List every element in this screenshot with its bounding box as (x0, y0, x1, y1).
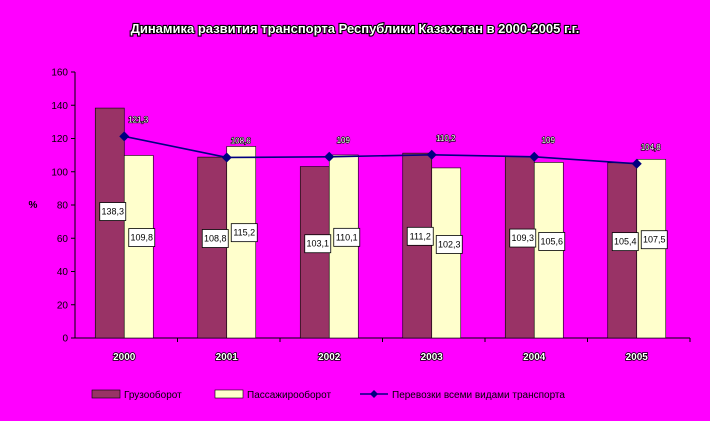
data-label: 103,1 (306, 239, 329, 249)
y-axis-label: % (29, 200, 38, 211)
data-label-box (435, 235, 463, 254)
x-tick-label: 2002 (318, 352, 341, 363)
legend-label: Пассажирооборот (247, 389, 331, 401)
line-point-marker (529, 151, 540, 162)
x-tick-label: 2004 (523, 352, 546, 363)
data-label: 111,2 (410, 231, 431, 241)
y-tick-label: 120 (51, 134, 68, 145)
bar-passazhirooborot (226, 146, 257, 339)
line-data-label: 121,3 (128, 115, 149, 124)
legend-swatch (91, 389, 121, 399)
data-label: 115,2 (233, 228, 255, 238)
y-tick-label: 160 (51, 68, 68, 79)
line-series: 121,3 108,6 109 110,2 109 104,8 (119, 115, 662, 169)
legend-marker (370, 390, 378, 398)
data-label-box (333, 227, 361, 247)
data-labels: 138,3 108,8 103,1 111,2 109,3 105,4 109,8 115,2… (99, 202, 668, 254)
data-label: 109,3 (511, 233, 534, 243)
data-label: 107,5 (643, 235, 666, 245)
line-data-label: 108,6 (231, 136, 252, 145)
data-label-box (201, 229, 229, 248)
x-tick-label: 2000 (113, 352, 136, 363)
data-label-box (509, 228, 537, 248)
line-point-marker (221, 152, 232, 163)
x-tick-label: 2003 (421, 352, 444, 363)
data-label-box (304, 234, 332, 254)
line-data-label: 109 (337, 136, 351, 145)
y-tick-label: 0 (62, 334, 68, 345)
data-label: 109,8 (130, 233, 153, 243)
data-label-box (640, 230, 668, 250)
x-tick-label: 2001 (216, 352, 239, 363)
data-label: 138,3 (101, 207, 124, 217)
line-perevozki (124, 135, 637, 165)
line-point-marker (119, 131, 130, 142)
data-label: 105,6 (540, 236, 563, 246)
data-label-box (128, 228, 156, 248)
line-point-marker (631, 158, 642, 169)
line-point-marker (426, 149, 437, 160)
y-tick-label: 40 (57, 267, 69, 278)
y-tick-label: 60 (57, 234, 69, 245)
line-data-label: 109 (542, 136, 556, 145)
line-data-label: 110,2 (436, 134, 456, 143)
data-label: 105,4 (614, 237, 637, 247)
data-label-box (538, 232, 566, 251)
bars (94, 107, 667, 339)
line-data-label: 104,8 (641, 143, 662, 152)
bar-gruzooborot (94, 107, 125, 339)
data-label: 102,3 (438, 239, 461, 249)
legend-label: Грузооборот (124, 389, 182, 401)
line-point-marker (324, 151, 335, 162)
data-label-box (611, 232, 639, 252)
y-tick-label: 100 (51, 167, 68, 178)
axes: 0 20 40 60 80 100 120 140 160 2000 2001 2002 2003 200… (51, 68, 691, 364)
legend: Грузооборот Пассажирооборот Перевозки всем… (91, 389, 565, 401)
data-label: 108,8 (204, 234, 227, 244)
y-tick-label: 20 (57, 300, 69, 311)
legend-label: Перевозки всеми видами транспорта (392, 390, 565, 401)
y-tick-label: 140 (51, 101, 68, 112)
data-label: 110,1 (336, 232, 358, 242)
chart-title: Динамика развития транспорта Республики … (131, 21, 580, 36)
x-tick-label: 2005 (626, 352, 649, 363)
legend-swatch (214, 389, 244, 399)
y-tick-label: 80 (57, 201, 69, 212)
data-label-box (99, 202, 127, 221)
data-label-box (230, 223, 258, 243)
data-label-box (406, 226, 434, 246)
